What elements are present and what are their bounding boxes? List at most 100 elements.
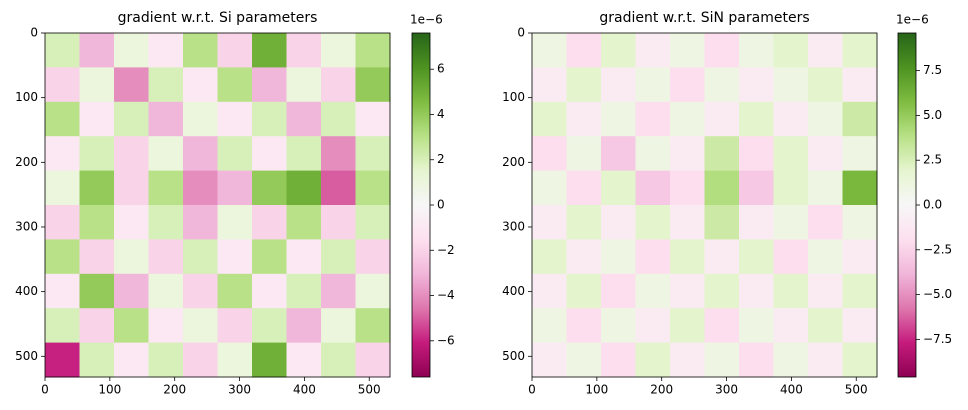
heatmap-cell — [532, 342, 567, 378]
heatmap-cell — [739, 308, 774, 344]
heatmap-cell — [252, 205, 287, 240]
heatmap-cell — [355, 205, 391, 240]
colorbar-tick-label: 2 — [437, 152, 445, 166]
heatmap-cell — [355, 273, 391, 309]
heatmap-cell — [355, 170, 391, 206]
heatmap-cell — [79, 33, 115, 68]
heatmap-cell — [670, 308, 705, 344]
colorbar-tick-label: −2 — [437, 243, 455, 257]
heatmap-cell — [635, 136, 671, 172]
heatmap-cell — [808, 33, 843, 68]
x-tick-label: 500 — [845, 383, 868, 397]
heatmap-cell — [842, 136, 878, 172]
heatmap-cell — [739, 136, 774, 172]
colorbar — [411, 32, 431, 378]
heatmap-cell — [635, 273, 671, 309]
heatmap-cell — [148, 170, 184, 206]
heatmap-cell — [773, 33, 809, 68]
heatmap-cell — [217, 170, 253, 206]
y-tick-label: 300 — [502, 219, 525, 233]
heatmap-cell — [217, 205, 253, 240]
heatmap-cell — [321, 308, 356, 344]
heatmap-cell — [842, 205, 878, 240]
heatmap-cell — [670, 342, 705, 378]
heatmap-cell — [252, 239, 287, 275]
heatmap-cell — [635, 67, 671, 103]
heatmap-cell — [321, 273, 356, 309]
heatmap-cell — [114, 239, 149, 275]
heatmap-cell — [183, 308, 218, 344]
heatmap-cell — [321, 136, 356, 172]
heatmap-cell — [79, 170, 115, 206]
y-tick-label: 200 — [502, 155, 525, 169]
heatmap-cell — [635, 170, 671, 206]
heatmap-cell — [79, 136, 115, 172]
heatmap-cell — [842, 101, 878, 137]
heatmap-cell — [566, 33, 602, 68]
heatmap-cell — [148, 67, 184, 103]
heatmap-cell — [635, 342, 671, 378]
heatmap-cell — [670, 101, 705, 137]
heatmap-cell — [566, 239, 602, 275]
heatmap-cell — [45, 342, 80, 378]
heatmap-cell — [183, 101, 218, 137]
axes-frame — [44, 32, 391, 378]
heatmap-cell — [45, 33, 80, 68]
heatmap-cell — [321, 205, 356, 240]
heatmap-cell — [532, 67, 567, 103]
heatmap-cell — [773, 342, 809, 378]
colorbar-tick-label: 5.0 — [923, 108, 942, 122]
heatmap-cell — [355, 308, 391, 344]
heatmap-cell — [808, 170, 843, 206]
heatmap-cell — [601, 273, 636, 309]
y-tick-label: 0 — [30, 26, 38, 40]
heatmap-cell — [532, 308, 567, 344]
heatmap-cell — [148, 101, 184, 137]
heatmap-cell — [114, 101, 149, 137]
x-tick-label: 100 — [585, 383, 608, 397]
heatmap-cell — [79, 308, 115, 344]
x-tick-label: 400 — [293, 383, 316, 397]
heatmap-cell — [148, 239, 184, 275]
heatmap-cell — [321, 67, 356, 103]
heatmap-cell — [45, 273, 80, 309]
heatmap-cell — [808, 308, 843, 344]
heatmap-cell — [566, 170, 602, 206]
heatmap-cell — [355, 342, 391, 378]
heatmap-cell — [321, 239, 356, 275]
heatmap-cell — [566, 308, 602, 344]
heatmap-cell — [183, 342, 218, 378]
chart-title: gradient w.r.t. Si parameters — [118, 10, 318, 26]
heatmap-cell — [566, 136, 602, 172]
heatmap-cell — [183, 205, 218, 240]
colorbar — [897, 32, 917, 378]
heatmap-cell — [808, 67, 843, 103]
heatmap-cell — [566, 67, 602, 103]
heatmap-cell — [704, 239, 740, 275]
x-tick-label: 0 — [528, 383, 536, 397]
heatmap-cell — [355, 239, 391, 275]
heatmap-cell — [286, 33, 322, 68]
heatmap-cell — [79, 67, 115, 103]
heatmap-cell — [808, 239, 843, 275]
heatmap-cell — [601, 239, 636, 275]
heatmap-cell — [808, 205, 843, 240]
heatmap-cell — [635, 308, 671, 344]
heatmap-cell — [566, 101, 602, 137]
heatmap-cell — [286, 205, 322, 240]
heatmap-cell — [355, 33, 391, 68]
x-tick-label: 500 — [358, 383, 381, 397]
colorbar-tick-label: 7.5 — [923, 63, 942, 77]
heatmap-cell — [286, 101, 322, 137]
heatmap-cell — [842, 273, 878, 309]
heatmap-cell — [635, 239, 671, 275]
heatmap-cell — [183, 170, 218, 206]
heatmap-cell — [183, 239, 218, 275]
heatmap-cell — [286, 239, 322, 275]
heatmap-cell — [217, 342, 253, 378]
heatmap-cell — [773, 67, 809, 103]
heatmap-cell — [321, 170, 356, 206]
heatmap-cell — [808, 273, 843, 309]
heatmap-cell — [773, 273, 809, 309]
heatmap-cell — [601, 308, 636, 344]
